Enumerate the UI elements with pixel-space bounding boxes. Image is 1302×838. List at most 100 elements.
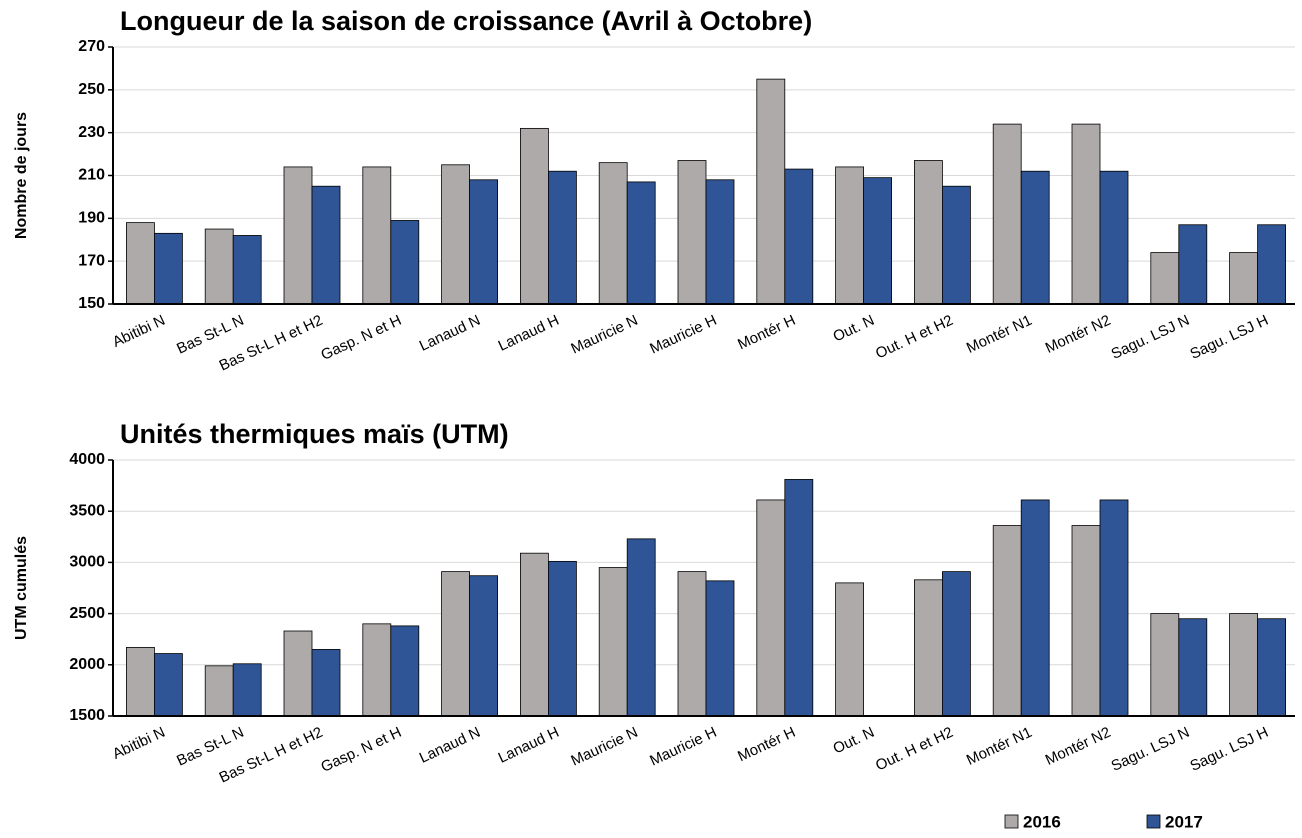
x-tick-label: Mauricie N bbox=[568, 312, 640, 358]
bar bbox=[548, 560, 577, 717]
bar bbox=[914, 160, 943, 305]
bar bbox=[1020, 170, 1050, 305]
x-tick-label: Lanaud H bbox=[496, 312, 562, 355]
bar bbox=[232, 235, 262, 305]
x-tick-label: Sagu. LSJ N bbox=[1109, 724, 1193, 775]
y-axis-label: Nombre de jours bbox=[13, 112, 30, 239]
x-tick-label: Montér N2 bbox=[1043, 312, 1114, 357]
bar bbox=[626, 538, 656, 717]
bar bbox=[362, 623, 392, 717]
x-tick-label: Lanaud H bbox=[496, 724, 562, 767]
bar bbox=[311, 649, 341, 717]
bar bbox=[204, 665, 234, 717]
bar bbox=[942, 571, 971, 717]
y-tick-label: 210 bbox=[78, 167, 105, 184]
bar bbox=[756, 499, 786, 717]
y-tick-label: 2500 bbox=[69, 605, 105, 622]
x-tick-label: Gasp. N et H bbox=[318, 724, 404, 776]
y-tick-label: 150 bbox=[78, 295, 105, 312]
bar bbox=[942, 185, 971, 305]
bar bbox=[1150, 613, 1180, 717]
bar bbox=[390, 220, 420, 305]
x-tick-label: Mauricie H bbox=[647, 312, 719, 358]
bar bbox=[520, 127, 549, 305]
y-tick-label: 190 bbox=[78, 210, 105, 227]
bar bbox=[311, 185, 341, 305]
bar bbox=[784, 479, 814, 717]
bar bbox=[283, 630, 313, 717]
x-tick-label: Lanaud N bbox=[417, 724, 483, 767]
bar bbox=[705, 580, 735, 717]
chart-title: Longueur de la saison de croissance (Avr… bbox=[120, 6, 812, 36]
x-tick-label: Montér H bbox=[735, 724, 798, 765]
x-tick-label: Out. N bbox=[830, 312, 876, 346]
bar bbox=[677, 571, 707, 717]
bar bbox=[469, 575, 499, 717]
bar bbox=[1257, 618, 1286, 717]
y-tick-label: 250 bbox=[78, 81, 105, 98]
bar bbox=[548, 170, 577, 305]
bar bbox=[784, 168, 814, 305]
y-tick-label: 3000 bbox=[69, 554, 105, 571]
x-tick-label: Abitibi N bbox=[110, 312, 168, 351]
bar bbox=[441, 571, 471, 717]
y-tick-label: 2000 bbox=[69, 656, 105, 673]
bar bbox=[1178, 618, 1208, 717]
bar bbox=[835, 582, 864, 717]
x-tick-label: Mauricie N bbox=[568, 724, 640, 770]
x-tick-label: Montér N1 bbox=[964, 724, 1035, 769]
bar bbox=[283, 166, 313, 305]
y-tick-label: 1500 bbox=[69, 707, 105, 724]
x-tick-label: Montér N1 bbox=[964, 312, 1035, 357]
bar bbox=[126, 646, 155, 717]
legend-label: 2016 bbox=[1023, 812, 1061, 831]
x-tick-label: Out. N bbox=[830, 724, 876, 758]
bar bbox=[1229, 252, 1258, 305]
y-tick-label: 3500 bbox=[69, 502, 105, 519]
bar bbox=[153, 653, 183, 717]
x-tick-label: Sagu. LSJ H bbox=[1187, 312, 1271, 363]
legend-label: 2017 bbox=[1165, 812, 1203, 831]
bar bbox=[1020, 499, 1050, 717]
bar bbox=[992, 525, 1022, 717]
bar bbox=[441, 164, 471, 305]
x-tick-label: Gasp. N et H bbox=[318, 312, 404, 364]
bar bbox=[1099, 170, 1129, 305]
bar bbox=[598, 567, 628, 717]
bar bbox=[914, 579, 943, 717]
x-tick-label: Out. H et H2 bbox=[873, 724, 956, 775]
bar bbox=[153, 232, 183, 305]
bar bbox=[863, 177, 892, 305]
x-tick-label: Mauricie H bbox=[647, 724, 719, 770]
y-tick-label: 4000 bbox=[69, 451, 105, 468]
bar bbox=[835, 166, 864, 305]
legend-swatch bbox=[1146, 814, 1161, 829]
x-tick-label: Montér H bbox=[735, 312, 798, 353]
y-tick-label: 170 bbox=[78, 252, 105, 269]
y-tick-label: 230 bbox=[78, 124, 105, 141]
bar bbox=[204, 228, 234, 305]
x-tick-label: Sagu. LSJ H bbox=[1187, 724, 1271, 775]
bar bbox=[1071, 123, 1101, 305]
bar bbox=[126, 222, 155, 305]
bar bbox=[1229, 613, 1258, 717]
x-tick-label: Sagu. LSJ N bbox=[1109, 312, 1193, 363]
legend-swatch bbox=[1004, 814, 1019, 829]
chart-title: Unités thermiques maïs (UTM) bbox=[120, 419, 509, 449]
bar bbox=[992, 123, 1022, 305]
y-tick-label: 270 bbox=[78, 38, 105, 55]
bar bbox=[362, 166, 392, 305]
bar bbox=[1257, 224, 1286, 305]
bar bbox=[469, 179, 499, 305]
bar bbox=[520, 552, 549, 717]
y-axis-label: UTM cumulés bbox=[13, 536, 30, 640]
bar bbox=[1178, 224, 1208, 305]
bar bbox=[390, 625, 420, 717]
bar bbox=[232, 663, 262, 717]
bar bbox=[756, 78, 786, 305]
x-tick-label: Abitibi N bbox=[110, 724, 168, 763]
bar bbox=[1099, 499, 1129, 717]
bar bbox=[1071, 525, 1101, 717]
x-tick-label: Montér N2 bbox=[1043, 724, 1114, 769]
bar bbox=[598, 162, 628, 305]
